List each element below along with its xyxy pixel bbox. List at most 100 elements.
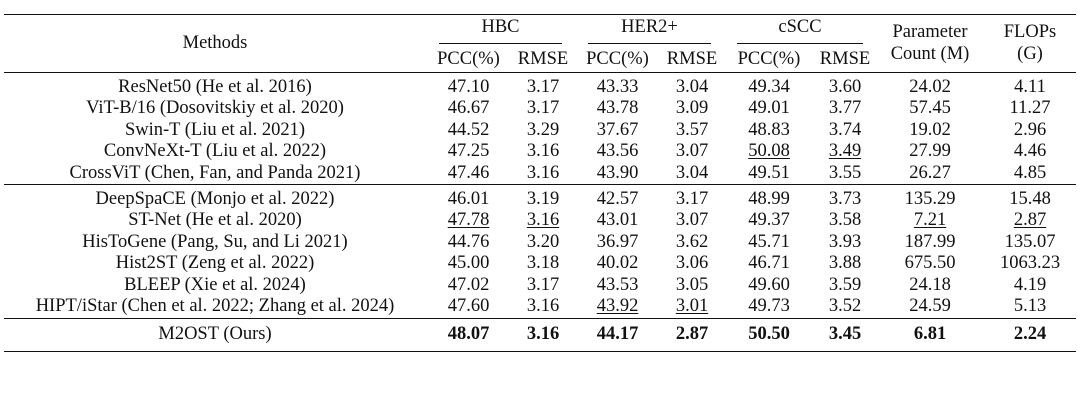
metric-cell: 3.88: [828, 253, 862, 274]
dataset-header-her2: HER2+: [575, 14, 724, 46]
method-name: BLEEP (Xie et al. 2024): [124, 274, 306, 295]
metric-cell: 24.02: [876, 71, 984, 98]
metric-cell: 27.99: [909, 141, 951, 162]
metric-cell: 49.34: [724, 71, 814, 98]
metric-cell: 3.17: [660, 183, 724, 210]
flops-header: FLOPs (G): [984, 14, 1076, 73]
table-row: Swin-T (Liu et al. 2021) 44.52 3.29 37.67 3.…: [4, 119, 1076, 141]
method-name: Swin-T (Liu et al. 2021): [124, 119, 305, 140]
metric-cell: 3.01: [675, 296, 709, 317]
metric-cell: 42.57: [575, 183, 660, 210]
metric-cell: 3.07: [675, 210, 709, 231]
methods-header: Methods: [4, 14, 426, 73]
metric-cell: 49.60: [748, 274, 790, 295]
metric-cell: 44.17: [575, 317, 660, 352]
metric-cell: 5.13: [1013, 296, 1047, 317]
metric-cell: 135.07: [1004, 231, 1056, 252]
results-table-body: ResNet50 (He et al. 2016) 47.10 3.17 43.33 3…: [4, 71, 1076, 352]
metric-cell: 26.27: [909, 162, 951, 183]
metric-header: RMSE: [819, 48, 871, 69]
metric-cell: 3.93: [828, 231, 862, 252]
metric-header: PCC(%): [437, 48, 500, 69]
metric-cell: 15.48: [984, 183, 1076, 210]
metric-cell: 43.78: [596, 98, 639, 119]
metric-cell: 2.87: [660, 317, 724, 352]
metric-cell: 3.77: [828, 98, 862, 119]
metric-cell: 49.37: [748, 210, 790, 231]
metric-cell: 3.05: [675, 274, 709, 295]
metric-cell: 36.97: [596, 231, 639, 252]
metric-cell: 3.18: [526, 253, 560, 274]
metric-cell: 46.67: [447, 98, 490, 119]
metric-header: RMSE: [517, 48, 569, 69]
metric-cell: 48.99: [724, 183, 814, 210]
metric-cell: 1063.23: [999, 253, 1061, 274]
table-row: Hist2ST (Zeng et al. 2022) 45.00 3.18 40.02…: [4, 253, 1076, 275]
metric-cell: 11.27: [1009, 98, 1051, 119]
metric-cell: 7.21: [913, 210, 947, 231]
metric-cell: 49.51: [748, 162, 790, 183]
metric-header: PCC(%): [586, 48, 649, 69]
metric-header: RMSE: [666, 48, 718, 69]
method-name: DeepSpaCE (Monjo et al. 2022): [4, 183, 426, 210]
method-name: ConvNeXt-T (Liu et al. 2022): [103, 141, 327, 162]
method-name: ST-Net (He et al. 2020): [128, 210, 302, 231]
metric-cell: 48.83: [748, 119, 790, 140]
table-row: DeepSpaCE (Monjo et al. 2022) 46.01 3.19 42…: [4, 183, 1076, 210]
method-name: HIPT/iStar (Chen et al. 2022; Zhang et a…: [35, 296, 395, 317]
metric-cell: 3.16: [526, 162, 560, 183]
metric-cell: 43.01: [596, 210, 639, 231]
metric-header: PCC(%): [737, 48, 801, 69]
metric-cell: 3.19: [511, 183, 575, 210]
metric-cell: 3.09: [675, 98, 709, 119]
metric-cell: 47.60: [447, 296, 490, 317]
metric-cell: 43.53: [596, 274, 639, 295]
metric-cell: 135.29: [876, 183, 984, 210]
metric-cell: 24.59: [909, 296, 951, 317]
metric-cell: 47.02: [447, 274, 490, 295]
metric-cell: 45.00: [447, 253, 490, 274]
metric-cell: 3.16: [526, 210, 560, 231]
method-name: CrossViT (Chen, Fan, and Panda 2021): [69, 162, 361, 183]
param-count-header: Parameter Count (M): [876, 14, 984, 73]
table-row: CrossViT (Chen, Fan, and Panda 2021) 47.4…: [4, 162, 1076, 184]
table-row: ST-Net (He et al. 2020) 47.78 3.16 43.01 3.0…: [4, 210, 1076, 232]
metric-cell: 675.50: [904, 253, 956, 274]
metric-cell: 2.87: [1013, 210, 1047, 231]
metric-cell: 45.71: [748, 231, 790, 252]
metric-cell: 50.08: [748, 141, 790, 162]
metric-cell: 57.45: [909, 98, 951, 119]
metric-cell: 3.04: [660, 71, 724, 98]
metric-cell: 47.10: [426, 71, 511, 98]
metric-cell: 46.71: [748, 253, 790, 274]
metric-cell: 187.99: [904, 231, 956, 252]
metric-cell: 3.59: [828, 274, 862, 295]
method-name: ResNet50 (He et al. 2016): [4, 71, 426, 98]
table-row: ViT-B/16 (Dosovitskiy et al. 2020) 46.67 3…: [4, 98, 1076, 120]
method-name: ViT-B/16 (Dosovitskiy et al. 2020): [86, 98, 344, 119]
metric-cell: 47.25: [447, 141, 490, 162]
metric-cell: 3.73: [814, 183, 876, 210]
metric-cell: 6.81: [876, 317, 984, 352]
metric-cell: 3.04: [675, 162, 709, 183]
table-row: M2OST (Ours) 48.07 3.16 44.17 2.87 50.50 3.45 6…: [4, 317, 1076, 352]
table-row: HIPT/iStar (Chen et al. 2022; Zhang et a…: [4, 296, 1076, 318]
metric-cell: 19.02: [909, 119, 951, 140]
metric-cell: 3.74: [828, 119, 862, 140]
metric-cell: 4.19: [1013, 274, 1047, 295]
metric-cell: 3.06: [675, 253, 709, 274]
method-name: HisToGene (Pang, Su, and Li 2021): [82, 231, 348, 252]
metric-cell: 3.16: [511, 317, 575, 352]
results-table: Methods HBC HER2+ cSCC Parameter Count (M…: [4, 14, 1076, 352]
metric-cell: 3.55: [828, 162, 862, 183]
dataset-header-cscc: cSCC: [724, 14, 876, 46]
dataset-header-hbc: HBC: [426, 14, 575, 46]
metric-cell: 3.62: [675, 231, 709, 252]
table-row: BLEEP (Xie et al. 2024) 47.02 3.17 43.53 3.0…: [4, 274, 1076, 296]
metric-cell: 2.96: [1013, 119, 1047, 140]
metric-cell: 2.24: [984, 317, 1076, 352]
metric-cell: 4.85: [1013, 162, 1047, 183]
metric-cell: 40.02: [596, 253, 639, 274]
metric-cell: 44.76: [447, 231, 490, 252]
